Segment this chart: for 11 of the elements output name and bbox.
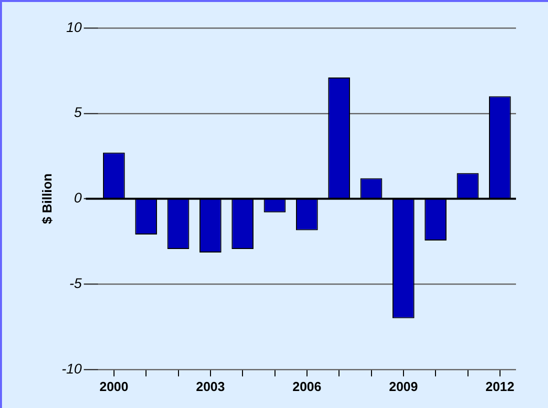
y-tick-label: 10 [66, 18, 82, 35]
y-axis-title: $ Billion [39, 173, 54, 224]
x-tick-label: 2006 [292, 378, 322, 394]
x-tick-label: 2000 [99, 378, 128, 394]
y-tick-label: 0 [74, 190, 82, 206]
x-tick-label: 2009 [388, 378, 418, 394]
x-tick-label: 2012 [485, 378, 514, 394]
y-tick-label: 5 [74, 104, 82, 120]
x-tick-label: 2003 [196, 378, 225, 394]
y-tick-label: -5 [69, 274, 82, 291]
y-tick-label: -10 [62, 360, 82, 376]
